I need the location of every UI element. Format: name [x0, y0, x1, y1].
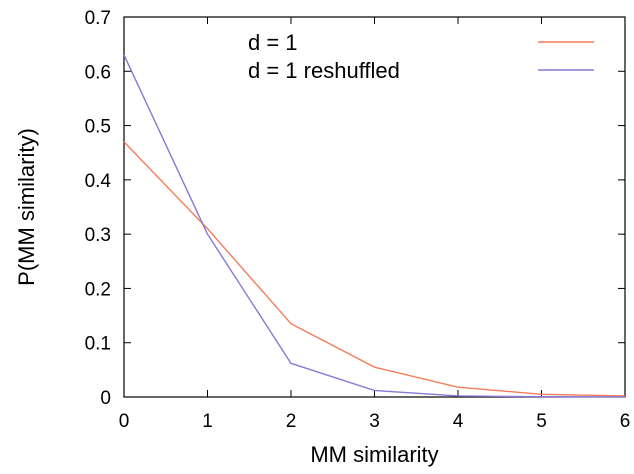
y-tick-label: 0.5	[85, 117, 111, 138]
legend-label-2: d = 1 reshuffled	[248, 58, 400, 83]
y-tick-label: 0.2	[85, 279, 111, 300]
y-tick-label: 0.7	[85, 8, 111, 29]
y-tick-label: 0.4	[85, 171, 112, 192]
series-line-2	[123, 54, 626, 398]
x-tick-label: 2	[286, 411, 297, 432]
y-axis: 0 0.1 0.2 0.3 0.4 0.5 0.6 0.7	[85, 8, 625, 409]
y-tick-label: 0.3	[85, 225, 111, 246]
x-tick-label: 1	[202, 411, 213, 432]
y-tick-label: 0	[100, 388, 111, 409]
y-axis-title: P(MM similarity)	[14, 128, 39, 286]
legend: d = 1 d = 1 reshuffled	[248, 30, 594, 83]
x-tick-label: 5	[536, 411, 547, 432]
series-layer	[123, 54, 626, 398]
x-tick-label: 4	[453, 411, 464, 432]
x-tick-label: 0	[119, 411, 130, 432]
x-axis-title: MM similarity	[310, 442, 438, 467]
x-tick-label: 3	[369, 411, 380, 432]
series-line-1	[123, 141, 626, 397]
legend-label-1: d = 1	[248, 30, 298, 55]
y-tick-label: 0.1	[85, 334, 111, 355]
x-tick-label: 6	[620, 411, 631, 432]
y-tick-label: 0.6	[85, 62, 111, 83]
